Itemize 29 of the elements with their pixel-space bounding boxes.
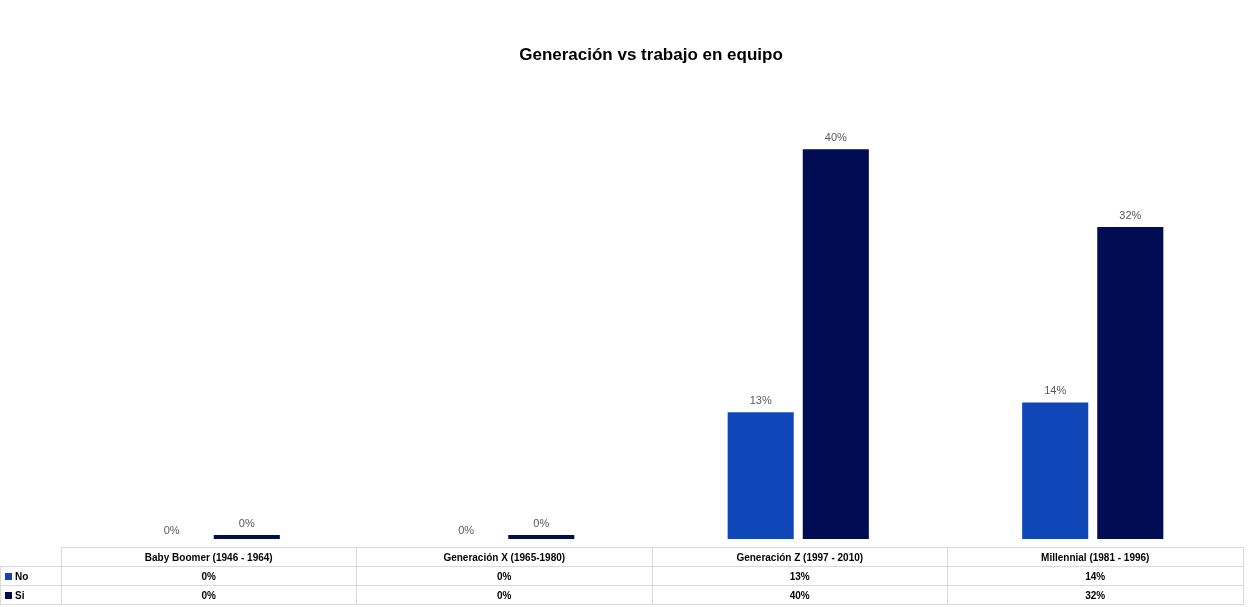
bar — [727, 412, 794, 539]
data-label: 0% — [356, 585, 652, 605]
x-tick-label: Baby Boomer (1946 - 1964) — [61, 547, 357, 567]
data-label: 0% — [61, 566, 357, 586]
text: 0% — [163, 523, 180, 536]
data-label: 14% — [947, 566, 1243, 586]
text: 14% — [1044, 384, 1067, 397]
data-label: 40% — [652, 585, 948, 605]
text: 13% — [749, 393, 772, 406]
data-label: 0% — [61, 585, 357, 605]
data-label: 32% — [947, 585, 1243, 605]
data-label: 0% — [356, 566, 652, 586]
bar — [1022, 402, 1089, 539]
x-tick-label: Millennial (1981 - 1996) — [947, 547, 1243, 567]
text: 40% — [824, 130, 847, 143]
legend-label: No — [0, 566, 61, 586]
x-tick-label: Generación X (1965-1980) — [356, 547, 652, 567]
chart-title: Generación vs trabajo en equipo — [519, 44, 783, 64]
bar — [1097, 227, 1164, 539]
x-tick-label: Generación Z (1997 - 2010) — [652, 547, 948, 567]
bar — [802, 149, 869, 539]
text: 0% — [533, 516, 550, 529]
text: 0% — [238, 516, 255, 529]
bar — [213, 535, 280, 539]
legend-label: Si — [0, 585, 61, 605]
bar — [508, 535, 575, 539]
data-label: 13% — [652, 566, 948, 586]
text: 32% — [1119, 208, 1142, 221]
text: 0% — [458, 523, 475, 536]
